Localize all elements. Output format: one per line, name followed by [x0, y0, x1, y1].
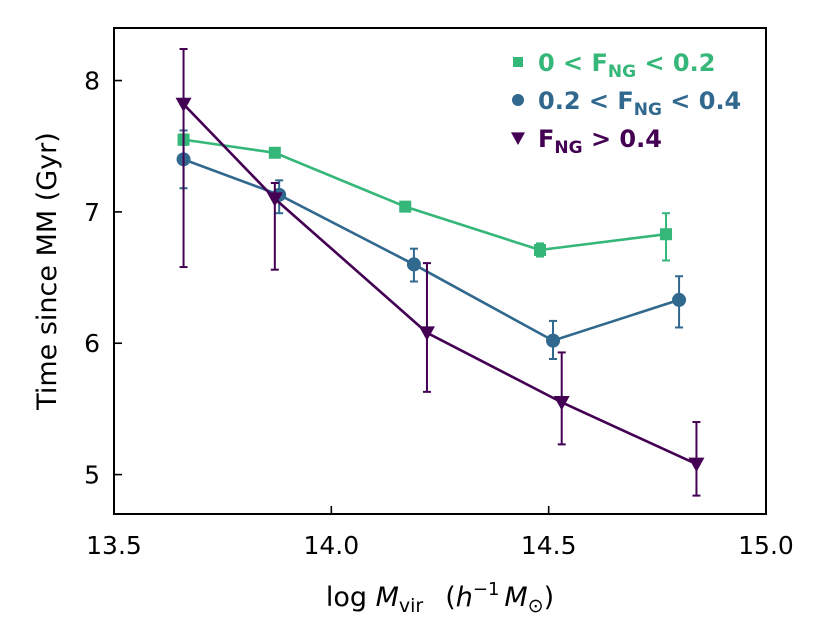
- legend-marker: [511, 132, 525, 145]
- y-tick-label: 8: [84, 67, 100, 96]
- series-line: [183, 138, 667, 252]
- data-point: [418, 326, 435, 341]
- data-point: [399, 200, 412, 213]
- data-point: [546, 333, 561, 348]
- data-point: [660, 228, 673, 241]
- data-point: [406, 257, 421, 272]
- legend-label-range: < 0.4: [662, 87, 741, 115]
- legend-label-sub: NG: [608, 62, 636, 82]
- data-point: [268, 146, 281, 159]
- y-tick-label: 7: [84, 198, 100, 227]
- x-tick-label: 14.0: [303, 531, 359, 560]
- legend-marker: [512, 94, 524, 106]
- x-tick-label: 15.0: [738, 531, 794, 560]
- legend-label-main: 0.2 < F: [538, 87, 634, 115]
- legend-label-range: > 0.4: [583, 125, 662, 153]
- series-line: [182, 103, 697, 466]
- y-axis-label: Time since MM (Gyr): [32, 132, 63, 411]
- legend-label-range: < 0.2: [636, 49, 715, 77]
- series-1: [176, 129, 687, 361]
- y-tick-label: 5: [84, 461, 100, 490]
- series-2: [175, 48, 705, 497]
- x-axis-label: log Mvir (h−1 M⊙): [326, 579, 554, 617]
- legend-label-sub: NG: [634, 100, 662, 120]
- data-point: [533, 243, 546, 256]
- legend-label: FNG > 0.4: [538, 125, 662, 158]
- ticks-layer: 13.5 14.0 14.5 15.0 5 6 7 8: [84, 67, 794, 560]
- data-point: [688, 457, 705, 473]
- x-tick-label: 14.5: [521, 531, 577, 560]
- legend-item-2: FNG > 0.4: [511, 125, 662, 158]
- series-layer: [175, 48, 705, 497]
- legend-marker: [513, 57, 523, 67]
- y-tick-label: 6: [84, 329, 100, 358]
- legend-item-1: 0.2 < FNG < 0.4: [512, 87, 741, 120]
- series-line: [183, 158, 680, 343]
- plot-frame: [113, 27, 767, 515]
- legend-label-main: 0 < F: [538, 49, 608, 77]
- data-point: [175, 97, 192, 113]
- data-point: [553, 395, 570, 411]
- legend-label: 0 < FNG < 0.2: [538, 49, 715, 82]
- data-point: [266, 192, 283, 207]
- data-point: [672, 292, 687, 307]
- legend-label-sub: NG: [554, 138, 582, 158]
- legend-label: 0.2 < FNG < 0.4: [538, 87, 741, 120]
- legend-label-main: F: [538, 125, 554, 153]
- series-0: [177, 133, 673, 262]
- x-tick-label: 13.5: [86, 531, 142, 560]
- legend-item-0: 0 < FNG < 0.2: [513, 49, 715, 82]
